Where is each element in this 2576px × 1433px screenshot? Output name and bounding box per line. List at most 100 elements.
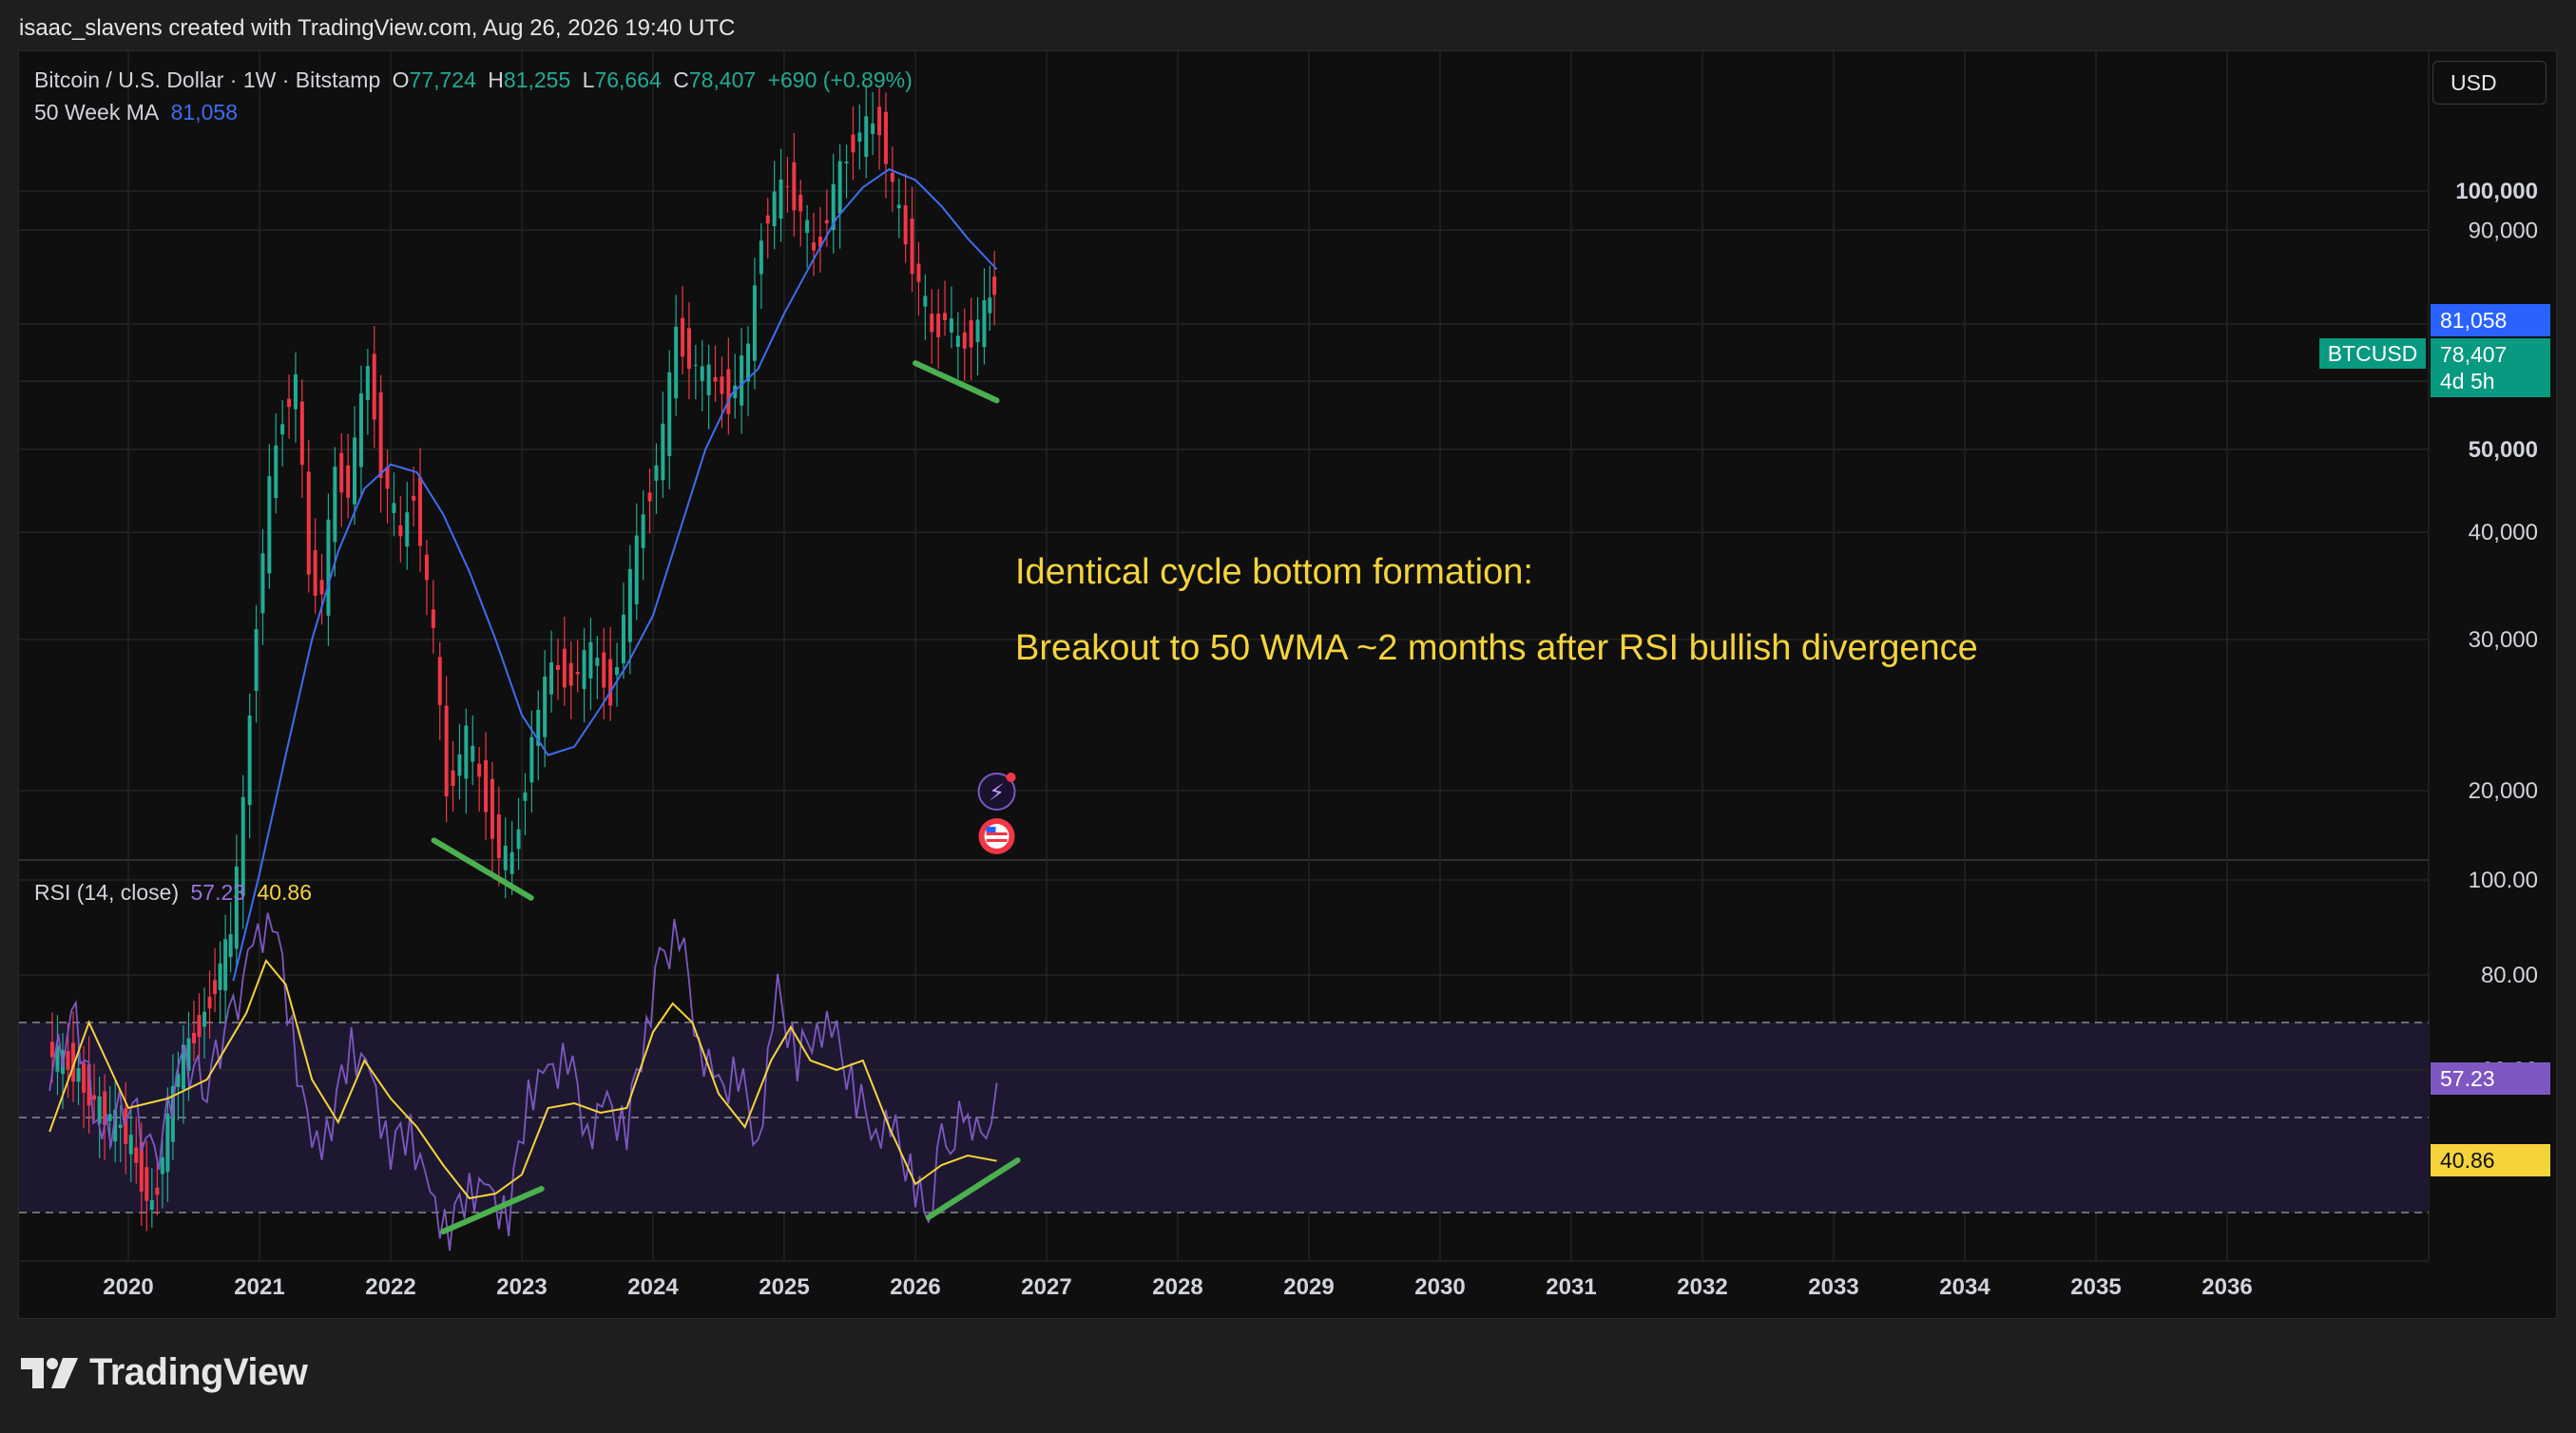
candle-body [490,778,494,839]
rsi-trendline-2026 [925,1157,1021,1220]
chart-frame[interactable]: 2020 2021 2022 2023 2024 2025 2026 2027 2028 2029… [18,50,2557,1319]
candle-body [82,1062,87,1093]
annotation-line-2: Breakout to 50 WMA ~2 months after RSI b… [1015,628,1978,668]
candle-body [720,376,724,394]
legend-close-value: 78,407 [688,67,757,92]
candle-body [55,1045,60,1072]
rsi-legend-label[interactable]: RSI (14, close) [34,880,180,905]
ma-legend-label[interactable]: 50 Week MA [34,100,160,124]
candle-body [260,553,265,614]
legend-high-value: 81,255 [503,67,571,92]
time-axis-label: 2032 [1677,1274,1727,1300]
candle-body [339,452,344,493]
price-legend: Bitcoin / U.S. Dollar · 1W · Bitstamp O7… [34,67,918,93]
candle-body [681,317,685,357]
candle-body [588,641,593,678]
candle-body [451,770,455,787]
candle-body [202,1011,207,1027]
candle-body [667,372,672,456]
time-axis-label: 2022 [365,1274,415,1300]
ma-line [232,168,998,982]
candle-body [107,1114,112,1121]
event-icon-lightning[interactable] [977,773,1016,811]
candle-body [962,332,967,349]
time-axis-label: 2020 [103,1274,153,1300]
candle-body [372,353,376,420]
symbol-price-tag: BTCUSD [2319,338,2426,369]
candle-body [457,754,462,776]
candle-body [477,763,482,777]
price-axis-label: 50,000 [2469,437,2538,463]
price-axis-label: 40,000 [2469,520,2538,545]
candle-body [418,477,423,546]
candle-body [765,215,770,224]
rsi-line [48,912,998,1251]
time-axis-label: 2035 [2070,1274,2121,1300]
price-axis-label: 30,000 [2469,627,2538,653]
candle-body [661,423,665,481]
candle-body [740,355,744,406]
candle-body [877,106,882,136]
chart-canvas[interactable]: 2020 2021 2022 2023 2024 2025 2026 2027 2028 2029… [19,51,2557,1319]
currency-button[interactable]: USD [2432,61,2547,105]
candle-body [437,657,442,705]
candle-body [562,648,567,688]
time-axis-label: 2033 [1808,1274,1858,1300]
candle-body [686,328,691,370]
candle-body [674,326,679,399]
rsi-legend: RSI (14, close) 57.23 40.86 [34,880,317,906]
candle-body [192,1032,196,1044]
candle-body [536,709,541,746]
price-axis-label: 100,000 [2455,179,2538,204]
candle-body [759,240,763,275]
candle-body [824,220,829,223]
flag-icon-stripe [986,839,1008,842]
time-axis-label: 2025 [759,1274,809,1300]
legend-high-label: H [488,67,504,92]
candle-body [817,237,822,248]
candle-body [118,1124,123,1128]
tradingview-brand: TradingView [89,1351,308,1393]
flag-icon-stripe [986,832,1008,835]
candle-body [71,1042,76,1082]
tradingview-logo[interactable]: TradingView [21,1351,308,1394]
candle-body [955,335,960,348]
candle-body [398,525,403,537]
candle-body [890,172,894,182]
annotation-line-1: Identical cycle bottom formation: [1015,552,1533,592]
candle-body [160,1156,164,1175]
legend-symbol[interactable]: Bitcoin / U.S. Dollar · 1W · Bitstamp [34,67,381,92]
candle-body [969,319,973,348]
candle-body [207,996,212,1009]
time-axis-label: 2023 [496,1274,547,1300]
ma-price-tag: 81,058 [2431,304,2550,336]
candle-body [97,1096,102,1124]
candle-body [949,318,953,333]
candle-body [306,471,311,575]
candle-body [647,492,652,502]
candle-body [134,1147,139,1163]
candle-body [798,194,803,212]
candle-body [883,111,888,164]
candle-body [274,445,279,499]
rsi-legend-value: 57.23 [190,880,246,905]
candle-body [165,1113,170,1173]
rsi-trendline-2022 [440,1186,545,1234]
candle-body [176,1073,181,1087]
candle-body [943,313,948,320]
candle-body [844,162,849,163]
candle-body [144,1167,149,1201]
candle-body [76,1068,81,1082]
event-notification-dot [1006,773,1016,782]
candle-body [634,535,639,604]
candle-body [293,374,298,410]
candle-body [247,715,252,806]
candle-body [503,846,508,870]
candle-body [555,664,560,670]
candle-body [358,392,363,468]
candle-body [627,568,632,642]
candle-body [641,514,645,548]
candle-body [313,550,317,596]
time-axis-label: 2021 [234,1274,284,1300]
candle-body [155,1187,160,1195]
